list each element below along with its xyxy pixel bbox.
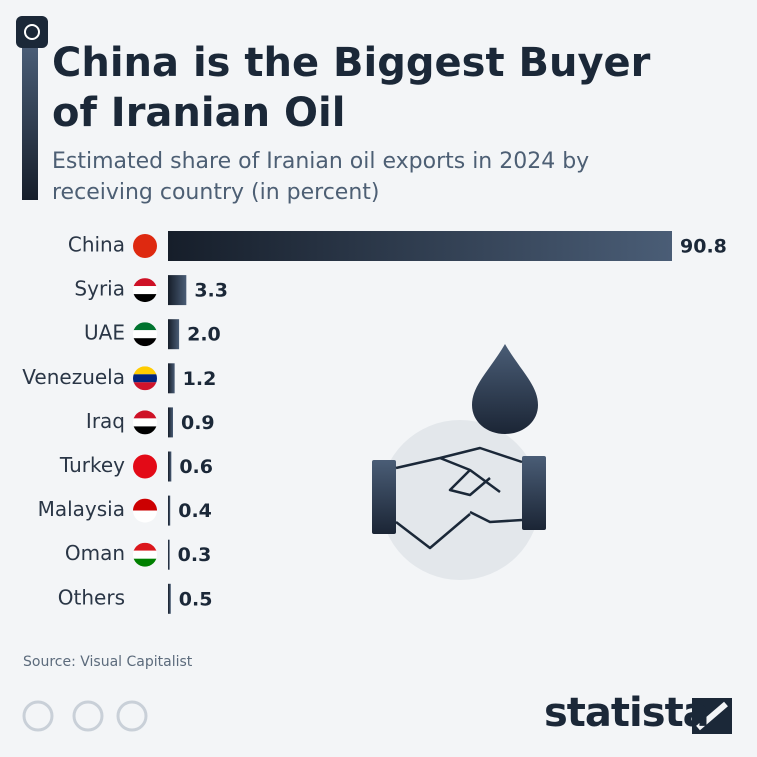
flag-band (133, 510, 157, 523)
flag-band (133, 366, 157, 375)
value-label: 3.3 (194, 280, 228, 302)
flag-band (133, 382, 157, 391)
value-label: 0.4 (178, 500, 212, 522)
category-label: Malaysia (38, 497, 125, 521)
value-label: 2.0 (187, 324, 221, 346)
nd-icon (116, 700, 148, 732)
flag-band (133, 278, 157, 287)
category-label: Venezuela (22, 365, 125, 389)
value-label: 1.2 (183, 368, 217, 390)
flag-band (133, 426, 157, 435)
flag-band (133, 338, 157, 347)
value-label: 0.3 (178, 544, 212, 566)
flag-band (133, 410, 157, 419)
cuff-right (522, 456, 546, 530)
flag-band (133, 550, 157, 559)
cc-icon (22, 700, 54, 732)
flag-band (133, 374, 157, 383)
flag-band (133, 558, 157, 567)
flag-band (133, 330, 157, 339)
category-label: Others (58, 585, 125, 609)
brand-logo: statista (544, 690, 710, 736)
flag-band (133, 294, 157, 303)
accent-bar (22, 48, 38, 200)
category-label: Turkey (59, 453, 125, 477)
bar (168, 275, 187, 306)
oil-drop (472, 344, 538, 434)
icon-glyph (24, 24, 40, 40)
bar (168, 319, 180, 350)
category-label: Iraq (86, 409, 125, 433)
value-label: 0.5 (179, 588, 213, 610)
cuff-left (372, 460, 396, 534)
flag-band (133, 498, 157, 511)
flag-band (133, 286, 157, 295)
category-label: UAE (84, 321, 125, 345)
bar (168, 539, 170, 570)
logo-mark-stroke (696, 701, 728, 731)
illustration-circle (380, 420, 540, 580)
illustration (372, 344, 546, 580)
source: Source: Visual Capitalist (23, 654, 193, 670)
license-icons (22, 700, 148, 732)
icon-badge (16, 16, 48, 48)
flag-band (133, 454, 157, 479)
value-label: 0.9 (181, 412, 215, 434)
flag-band (133, 322, 157, 331)
chart-title: China is the Biggest Buyer of Iranian Oi… (52, 40, 651, 136)
chart-subtitle: Estimated share of Iranian oil exports i… (52, 149, 590, 205)
bar (168, 407, 173, 438)
flag-band (133, 542, 157, 551)
bar (168, 231, 672, 261)
category-label: China (68, 233, 125, 257)
handshake (395, 446, 523, 550)
bar (168, 495, 171, 526)
bar (168, 583, 171, 614)
bar (168, 363, 175, 394)
category-label: Syria (74, 277, 125, 301)
flag-band (133, 234, 157, 258)
value-label: 90.8 (680, 236, 727, 258)
value-label: 0.6 (179, 456, 213, 478)
bar (168, 451, 172, 482)
category-label: Oman (65, 541, 125, 565)
by-icon (72, 700, 104, 732)
flag-band (133, 418, 157, 427)
